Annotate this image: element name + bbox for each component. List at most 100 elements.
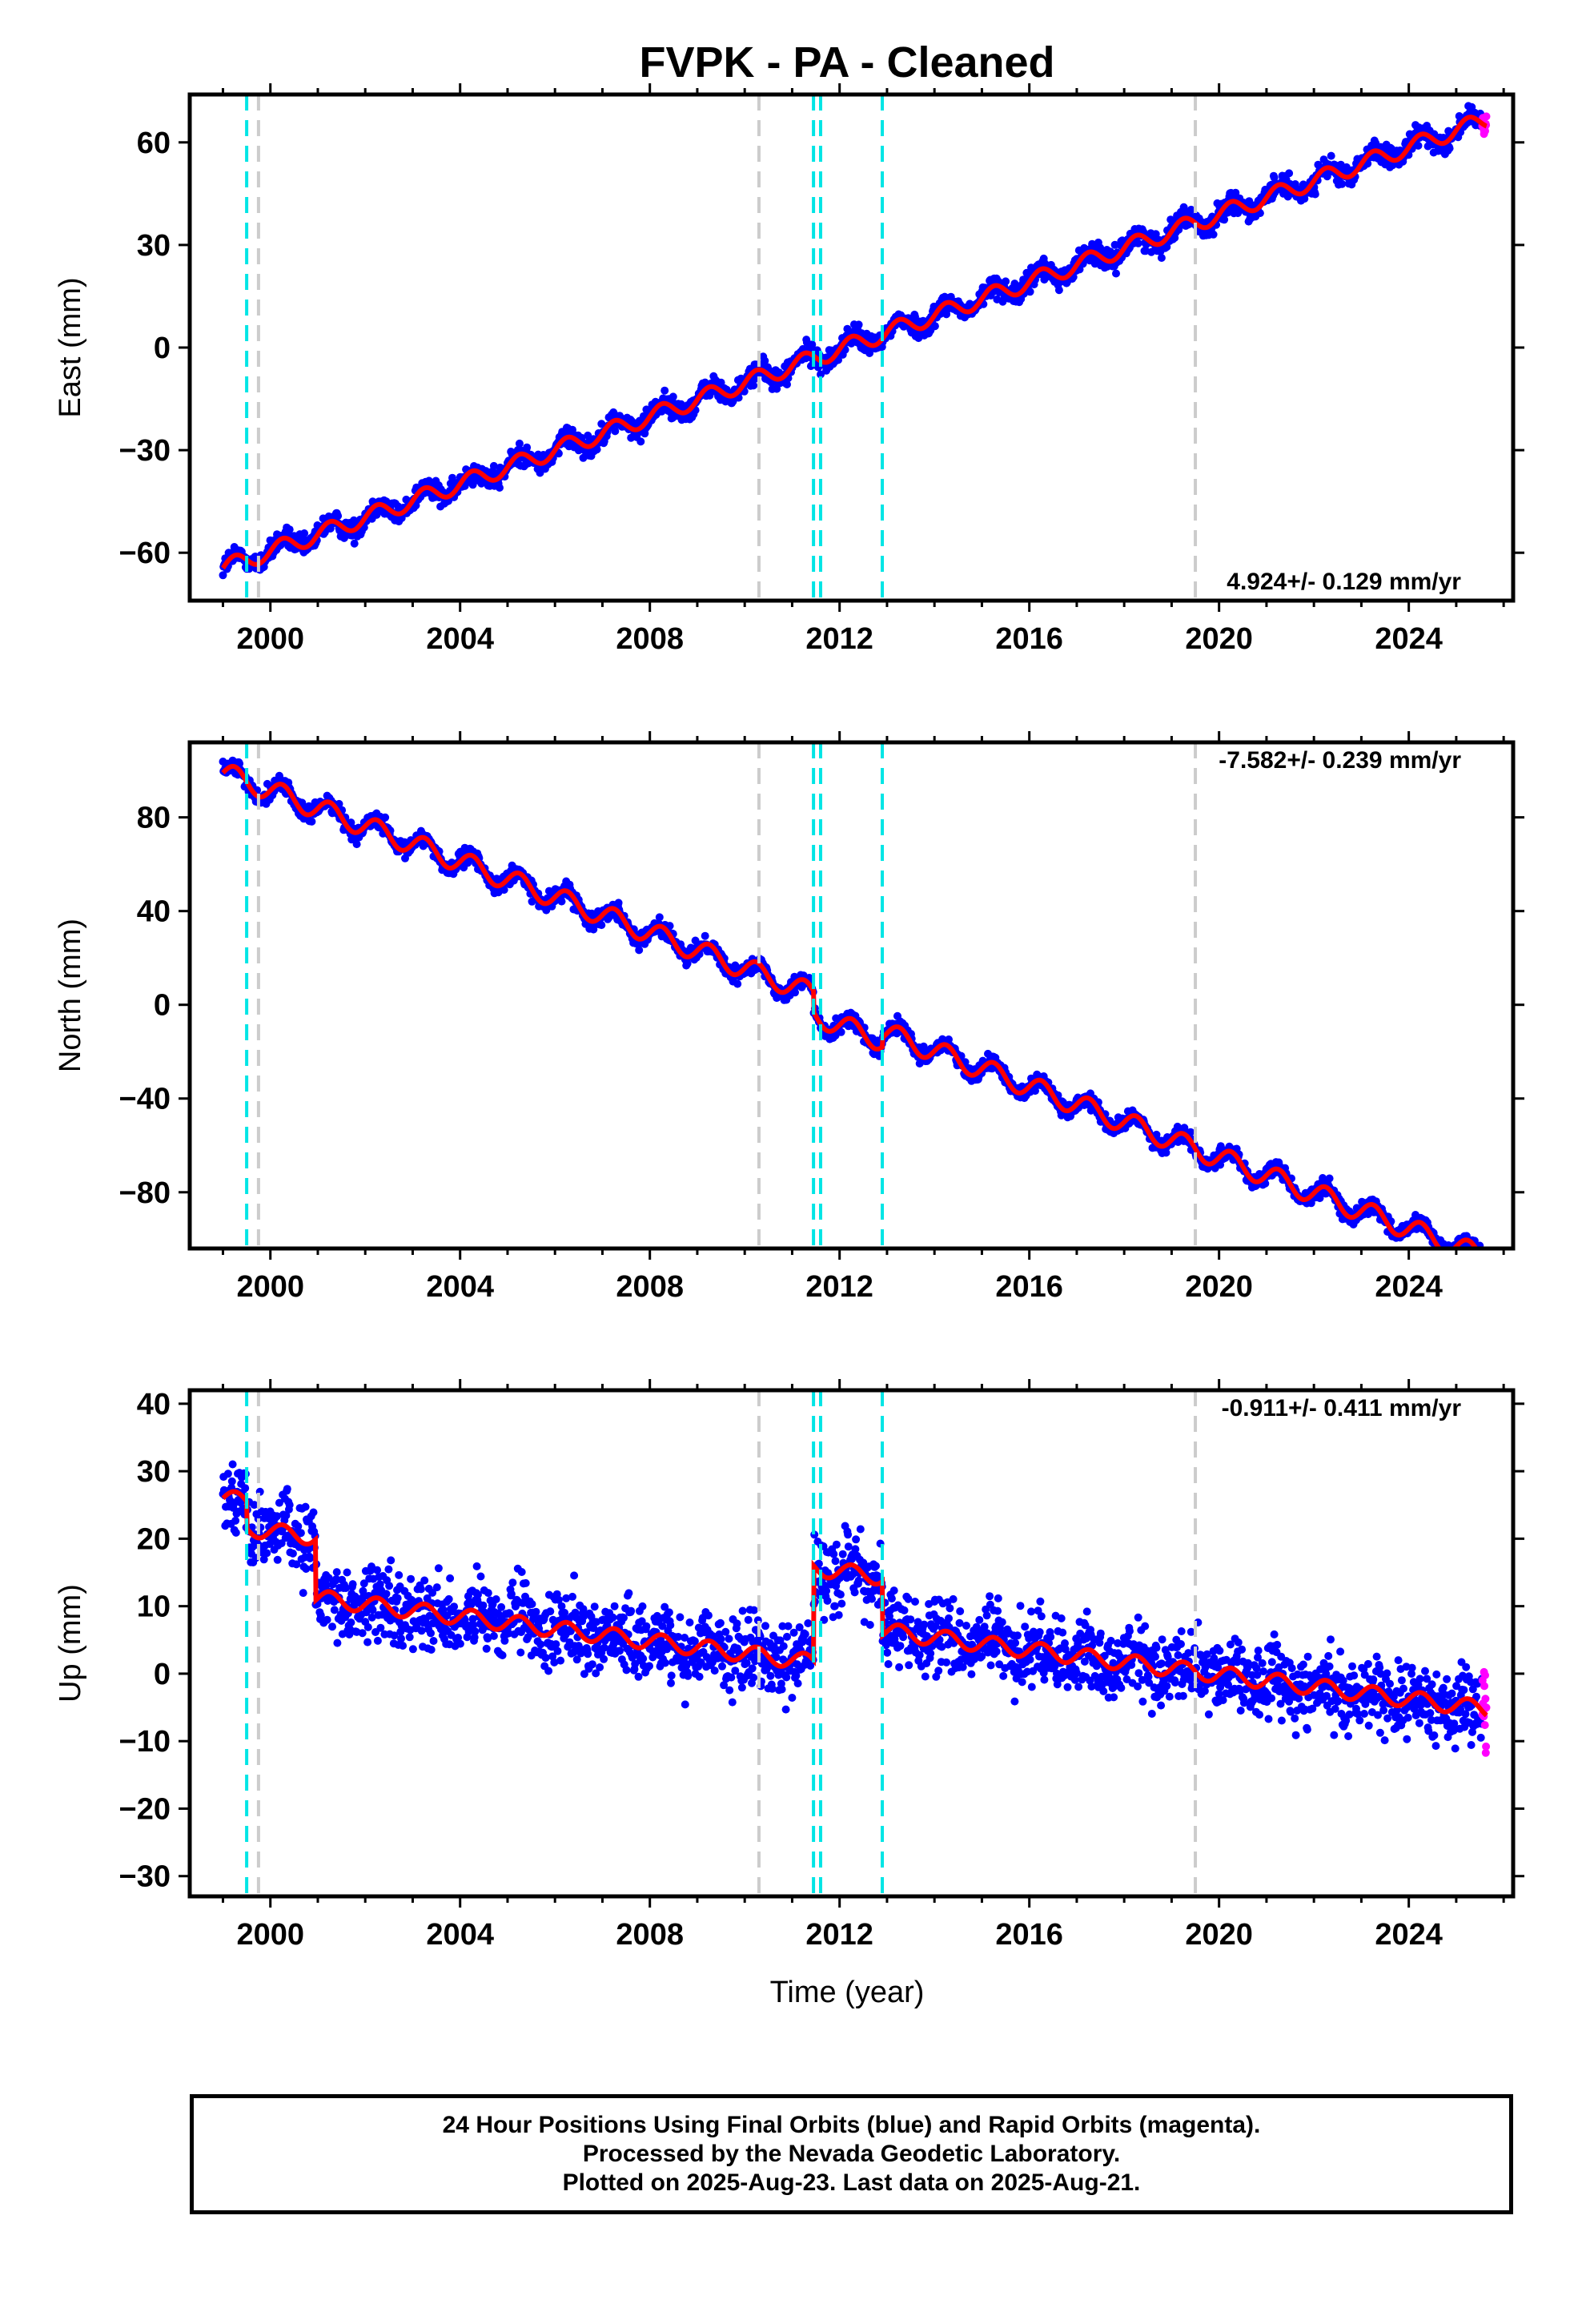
final-orbit-point (1245, 197, 1254, 206)
final-orbit-point (515, 439, 524, 448)
final-orbit-point (263, 1549, 271, 1558)
final-orbit-point (302, 1565, 311, 1573)
final-orbit-point (1446, 1250, 1454, 1258)
final-orbit-point (1186, 205, 1195, 214)
x-tick-label: 2012 (805, 1270, 873, 1304)
x-tick-label: 2016 (995, 1270, 1063, 1304)
x-tick-label: 2012 (805, 622, 873, 656)
final-orbit-point (231, 1528, 240, 1537)
final-orbit-point (347, 1618, 355, 1626)
final-orbit-point (300, 529, 309, 537)
final-orbit-point (773, 384, 781, 393)
final-orbit-point (1002, 277, 1010, 286)
final-orbit-point (219, 571, 227, 580)
final-orbit-point (1440, 1252, 1448, 1260)
final-orbit-point (592, 445, 601, 454)
x-tick-label: 2008 (616, 1270, 684, 1304)
final-orbit-point (1475, 1250, 1483, 1258)
final-orbit-point (334, 512, 343, 521)
final-orbit-point (1468, 1250, 1476, 1258)
final-orbit-point (417, 1626, 426, 1635)
rapid-orbit-point (1481, 1260, 1489, 1268)
rapid-orbit-point (1480, 1256, 1488, 1264)
final-orbit-point (1112, 269, 1120, 278)
final-orbit-point (1477, 1256, 1485, 1264)
rapid-orbit-point (1479, 1258, 1487, 1266)
rapid-orbit-point (1480, 1271, 1488, 1279)
final-orbit-point (655, 913, 664, 922)
final-orbit-point (299, 1589, 307, 1598)
x-tick-label: 2024 (1375, 1270, 1443, 1304)
rapid-orbit-point (1480, 1263, 1488, 1271)
final-orbit-point (1026, 287, 1034, 296)
panel-north: 2000 2004 2008 2012 2016 2020 2024−80−4004080N… (54, 731, 1524, 1304)
final-orbit-point (408, 1645, 417, 1654)
final-orbit-point (381, 813, 390, 822)
y-tick-label: −40 (119, 1083, 171, 1116)
y-axis-title-north: North (mm) (54, 919, 87, 1072)
final-orbit-point (382, 1590, 391, 1598)
final-orbit-point (1478, 1256, 1486, 1264)
final-orbit-point (393, 1594, 402, 1602)
rapid-orbit-point (1483, 1259, 1491, 1267)
y-tick-label: 40 (137, 895, 171, 929)
final-orbit-point (611, 427, 620, 436)
final-orbit-point (1477, 1255, 1485, 1263)
final-orbit-point (1270, 173, 1279, 182)
final-orbit-point (288, 1549, 297, 1558)
final-orbit-point (1476, 1253, 1484, 1261)
final-orbit-point (557, 897, 566, 906)
plot-frame-east (187, 92, 1516, 603)
final-orbit-point (1472, 1252, 1480, 1261)
final-orbit-point (416, 1585, 425, 1594)
final-orbit-point (283, 1485, 291, 1494)
rapid-orbit-point (1482, 1263, 1490, 1271)
x-tick-label: 2024 (1375, 622, 1443, 656)
final-orbit-point (350, 539, 359, 548)
final-orbit-point (1157, 254, 1166, 262)
y-tick-label: −60 (119, 537, 171, 570)
y-tick-label: 30 (137, 229, 171, 263)
final-orbit-point (385, 1582, 394, 1590)
final-orbit-point (665, 922, 674, 931)
final-orbit-point (749, 381, 758, 390)
final-orbit-point (1311, 190, 1319, 199)
final-orbit-point (285, 1501, 294, 1510)
final-orbit-point (1209, 230, 1218, 239)
final-orbit-point (352, 840, 361, 849)
final-orbit-point (373, 1566, 382, 1574)
rapid-orbit-point (1479, 1261, 1487, 1269)
final-orbit-point (1231, 188, 1240, 197)
final-orbit-point (1327, 151, 1335, 160)
final-orbit-point (332, 1568, 341, 1577)
final-orbit-point (309, 1508, 318, 1517)
y-tick-label: 60 (137, 127, 171, 160)
rapid-orbit-point (1480, 1256, 1488, 1265)
final-orbit-point (387, 1556, 396, 1565)
final-orbit-point (464, 858, 472, 867)
final-orbit-point (1435, 1251, 1443, 1259)
x-tick-label: 2000 (236, 622, 304, 656)
final-orbit-point (241, 1484, 250, 1493)
final-orbit-point (363, 1622, 372, 1631)
x-tick-label: 2020 (1185, 622, 1253, 656)
final-orbit-point (597, 921, 606, 930)
final-orbit-point (489, 461, 498, 470)
final-orbit-point (1438, 1252, 1446, 1260)
final-orbit-point (231, 1516, 240, 1525)
final-orbit-point (865, 349, 874, 357)
final-orbit-point (448, 473, 456, 482)
final-orbit-point (227, 1477, 236, 1486)
final-orbit-point (1446, 1250, 1454, 1258)
x-tick-label: 2004 (426, 1270, 494, 1304)
final-orbit-point (1445, 1251, 1453, 1259)
final-orbit-point (817, 370, 825, 379)
final-orbit-point (223, 1470, 232, 1478)
final-orbit-point (307, 817, 316, 826)
y-tick-label: −30 (119, 434, 171, 468)
rate-annotation-east: 4.924+/- 0.129 mm/yr (1227, 569, 1461, 595)
final-orbit-point (1476, 1256, 1484, 1264)
final-orbit-point (333, 1638, 342, 1647)
y-tick-label: 0 (154, 332, 171, 365)
final-orbit-point (783, 380, 791, 388)
